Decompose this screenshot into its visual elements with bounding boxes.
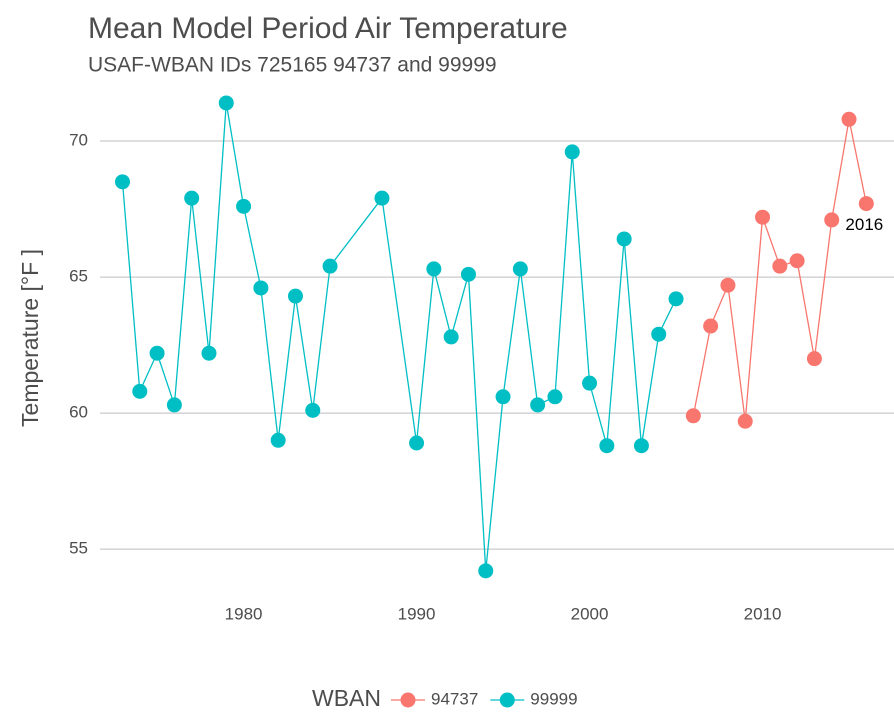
x-tick-label: 1980 bbox=[225, 604, 263, 623]
data-point bbox=[703, 318, 719, 334]
y-tick-label: 55 bbox=[69, 539, 88, 558]
data-point bbox=[841, 111, 857, 127]
y-tick-label: 60 bbox=[69, 403, 88, 422]
data-point bbox=[287, 288, 303, 304]
data-point bbox=[132, 383, 148, 399]
data-point bbox=[443, 329, 459, 345]
data-point bbox=[789, 253, 805, 269]
data-point bbox=[530, 397, 546, 413]
y-tick-label: 65 bbox=[69, 267, 88, 286]
data-point bbox=[149, 345, 165, 361]
data-point bbox=[582, 375, 598, 391]
legend-key-point bbox=[499, 692, 515, 708]
annotation: 2016 bbox=[845, 215, 883, 234]
chart-subtitle: USAF-WBAN IDs 725165 94737 and 99999 bbox=[88, 54, 497, 77]
y-tick-label: 70 bbox=[69, 131, 88, 150]
data-point bbox=[858, 196, 874, 212]
data-point bbox=[806, 351, 822, 367]
data-point bbox=[564, 144, 580, 160]
chart-title: Mean Model Period Air Temperature bbox=[88, 12, 568, 45]
data-point bbox=[633, 438, 649, 454]
data-point bbox=[201, 345, 217, 361]
legend-title: WBAN bbox=[312, 685, 381, 711]
data-point bbox=[322, 258, 338, 274]
data-point bbox=[409, 435, 425, 451]
legend-label: 99999 bbox=[530, 689, 577, 708]
data-point bbox=[599, 438, 615, 454]
data-point bbox=[236, 198, 252, 214]
data-point bbox=[114, 174, 130, 190]
x-tick-label: 2000 bbox=[571, 604, 609, 623]
data-point bbox=[270, 432, 286, 448]
data-point bbox=[772, 258, 788, 274]
data-point bbox=[184, 190, 200, 206]
data-point bbox=[478, 563, 494, 579]
data-point bbox=[253, 280, 269, 296]
data-point bbox=[218, 95, 234, 111]
data-point bbox=[547, 389, 563, 405]
legend-label: 94737 bbox=[431, 689, 478, 708]
series-line bbox=[121, 102, 677, 571]
data-point bbox=[616, 231, 632, 247]
data-point bbox=[685, 408, 701, 424]
x-tick-label: 1990 bbox=[398, 604, 436, 623]
data-point bbox=[668, 291, 684, 307]
data-point bbox=[651, 326, 667, 342]
legend-key-point bbox=[400, 692, 416, 708]
data-point bbox=[824, 212, 840, 228]
data-point bbox=[374, 190, 390, 206]
y-axis-label: Temperature [°F ] bbox=[17, 249, 43, 427]
data-point bbox=[305, 402, 321, 418]
data-point bbox=[460, 266, 476, 282]
data-point bbox=[512, 261, 528, 277]
data-point bbox=[166, 397, 182, 413]
x-tick-label: 2010 bbox=[744, 604, 782, 623]
data-point bbox=[755, 209, 771, 225]
data-point bbox=[495, 389, 511, 405]
data-point bbox=[426, 261, 442, 277]
data-point bbox=[737, 413, 753, 429]
data-point bbox=[720, 277, 736, 293]
